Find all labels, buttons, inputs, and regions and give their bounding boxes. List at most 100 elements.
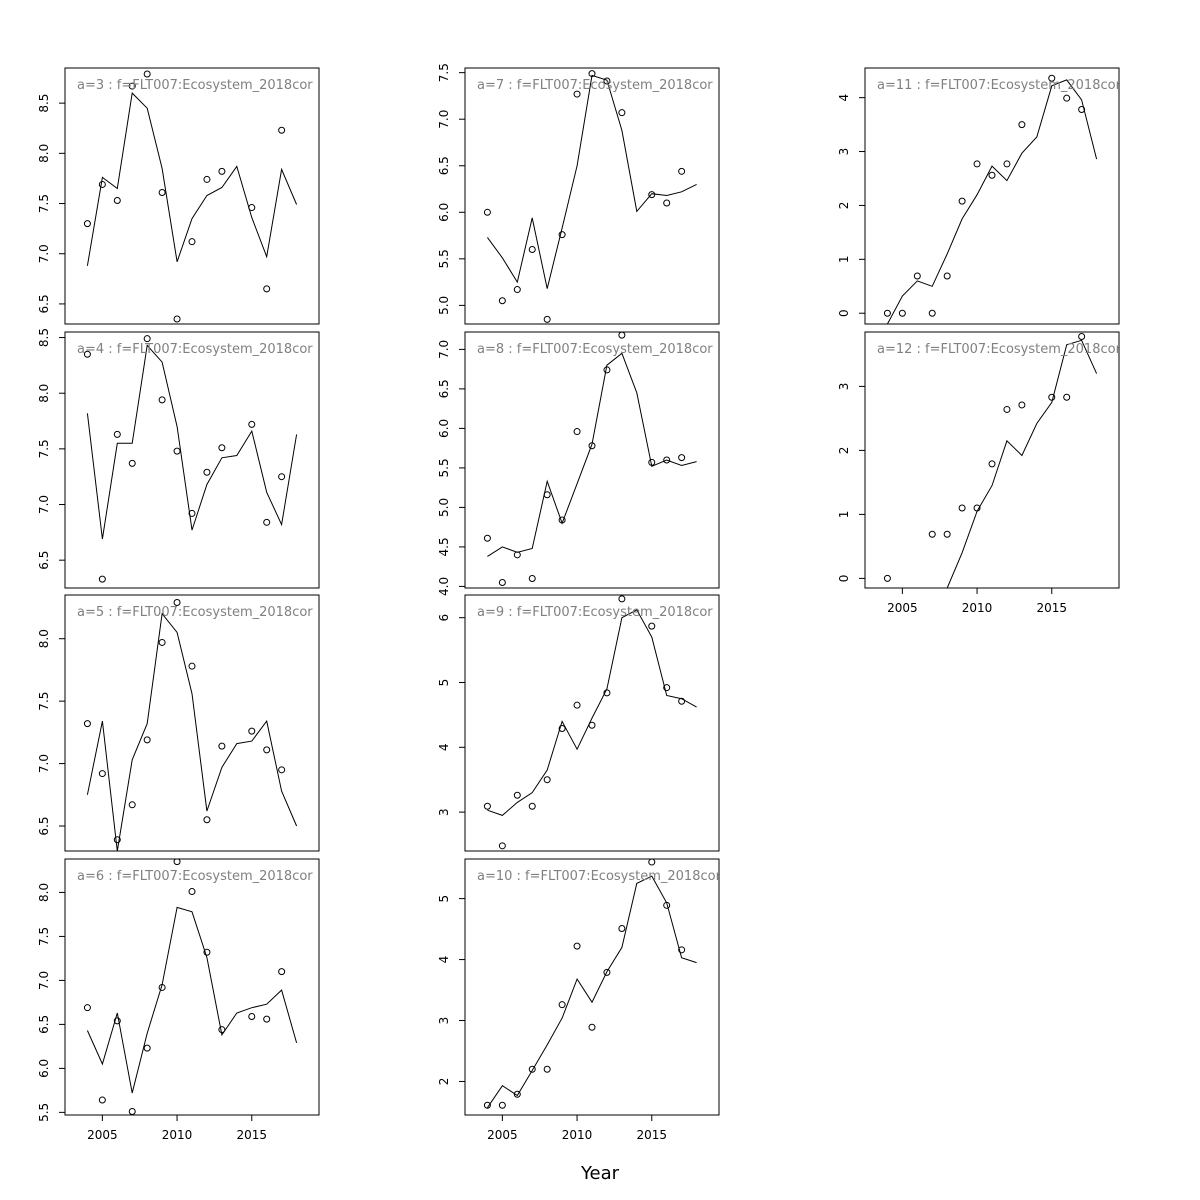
y-tick-label: 4 (837, 94, 851, 102)
observed-point (98, 770, 106, 778)
y-tick-label: 7.5 (37, 439, 51, 458)
y-tick-label: 5 (437, 895, 451, 903)
y-tick-label: 7.0 (37, 244, 51, 263)
observed-point (83, 1004, 91, 1012)
observed-point (543, 1065, 551, 1073)
observed-point (543, 776, 551, 784)
panel-frame (64, 331, 320, 589)
observed-point (173, 859, 181, 866)
panel-8: 0 1 2 3 4 a=11 : f=FLT007:Ecosystem_2018cor (837, 67, 1120, 325)
panel-frame (864, 67, 1120, 325)
y-tick-label: 6.5 (37, 294, 51, 313)
y-tick-label: 7.0 (437, 340, 451, 359)
observed-point (1018, 401, 1026, 409)
y-tick-label: 4 (437, 743, 451, 751)
observed-point (278, 968, 286, 976)
y-tick-label: 2 (437, 1078, 451, 1086)
observed-point (603, 366, 611, 374)
observed-point (128, 801, 136, 809)
observed-point (618, 595, 626, 603)
y-tick-label: 3 (837, 148, 851, 156)
panel-frame (64, 67, 320, 325)
observed-point (1003, 160, 1011, 168)
observed-point (218, 167, 226, 175)
y-tick-label: 8.0 (37, 384, 51, 403)
fitted-series-line (487, 609, 697, 816)
observed-point (528, 1065, 536, 1073)
observed-point (203, 468, 211, 476)
panel-title: a=7 : f=FLT007:Ecosystem_2018cor (477, 78, 713, 93)
y-tick-label: 4.0 (437, 577, 451, 596)
observed-point (83, 350, 91, 358)
observed-point (603, 968, 611, 976)
panel-1: 6.5 7.0 7.5 8.0 8.5 a=4 : f=FLT007:Ecosystem_… (37, 328, 320, 589)
observed-point (663, 684, 671, 692)
observed-point (928, 530, 936, 538)
observed-point (513, 791, 521, 799)
observed-point (1063, 94, 1071, 102)
observed-point (143, 70, 151, 78)
observed-point (1063, 393, 1071, 401)
observed-point (158, 983, 166, 991)
observed-point (498, 297, 506, 305)
observed-point (203, 948, 211, 956)
observed-point (498, 1101, 506, 1109)
observed-point (573, 701, 581, 709)
observed-point (278, 766, 286, 774)
y-tick-label: 5.5 (37, 1103, 51, 1122)
y-tick-label: 1 (837, 256, 851, 264)
observed-point (113, 836, 121, 844)
y-tick-label: 6.0 (37, 1059, 51, 1078)
observed-point (588, 721, 596, 729)
y-tick-label: 4 (437, 956, 451, 964)
fitted-series-line (86, 612, 298, 851)
y-tick-label: 3 (437, 1017, 451, 1025)
observed-point (113, 1017, 121, 1025)
y-tick-label: 5.0 (437, 498, 451, 517)
observed-point (898, 309, 906, 317)
x-tick-label: 2005 (87, 1128, 118, 1142)
observed-point (558, 516, 566, 524)
observed-point (678, 946, 686, 954)
y-tick-label: 7.0 (37, 754, 51, 773)
fitted-series-line (486, 74, 697, 289)
observed-point (928, 309, 936, 317)
observed-point (558, 231, 566, 239)
y-tick-label: 8.0 (37, 883, 51, 902)
observed-point (958, 504, 966, 512)
observed-point (98, 180, 106, 188)
observed-point (498, 578, 506, 586)
observed-point (543, 491, 551, 499)
observed-point (528, 246, 536, 254)
panel-frame (464, 858, 720, 1116)
observed-point (573, 942, 581, 950)
panel-title: a=8 : f=FLT007:Ecosystem_2018cor (477, 342, 713, 357)
observed-point (263, 518, 271, 526)
y-tick-label: 7.5 (37, 927, 51, 946)
y-tick-label: 7.5 (37, 194, 51, 213)
y-tick-label: 8.5 (37, 94, 51, 113)
fitted-series-line (86, 92, 298, 266)
observed-point (678, 167, 686, 175)
y-tick-label: 7.0 (437, 110, 451, 129)
observed-point (618, 924, 626, 932)
panel-frame (464, 331, 720, 589)
observed-point (528, 802, 536, 810)
observed-point (483, 1101, 491, 1109)
observed-point (203, 816, 211, 824)
observed-point (528, 575, 536, 583)
observed-point (1048, 393, 1056, 401)
observed-point (483, 208, 491, 216)
observed-point (973, 504, 981, 512)
observed-point (883, 309, 891, 317)
observed-point (618, 109, 626, 117)
observed-point (943, 530, 951, 538)
observed-point (158, 396, 166, 404)
y-tick-label: 5.5 (437, 458, 451, 477)
observed-point (1018, 121, 1026, 129)
y-tick-label: 6 (437, 614, 451, 622)
observed-point (1078, 332, 1086, 340)
panel-4: 5.0 5.5 6.0 6.5 7.0 7.5 a=7 : f=FLT007:Ecosyst… (437, 63, 720, 325)
observed-point (513, 551, 521, 559)
